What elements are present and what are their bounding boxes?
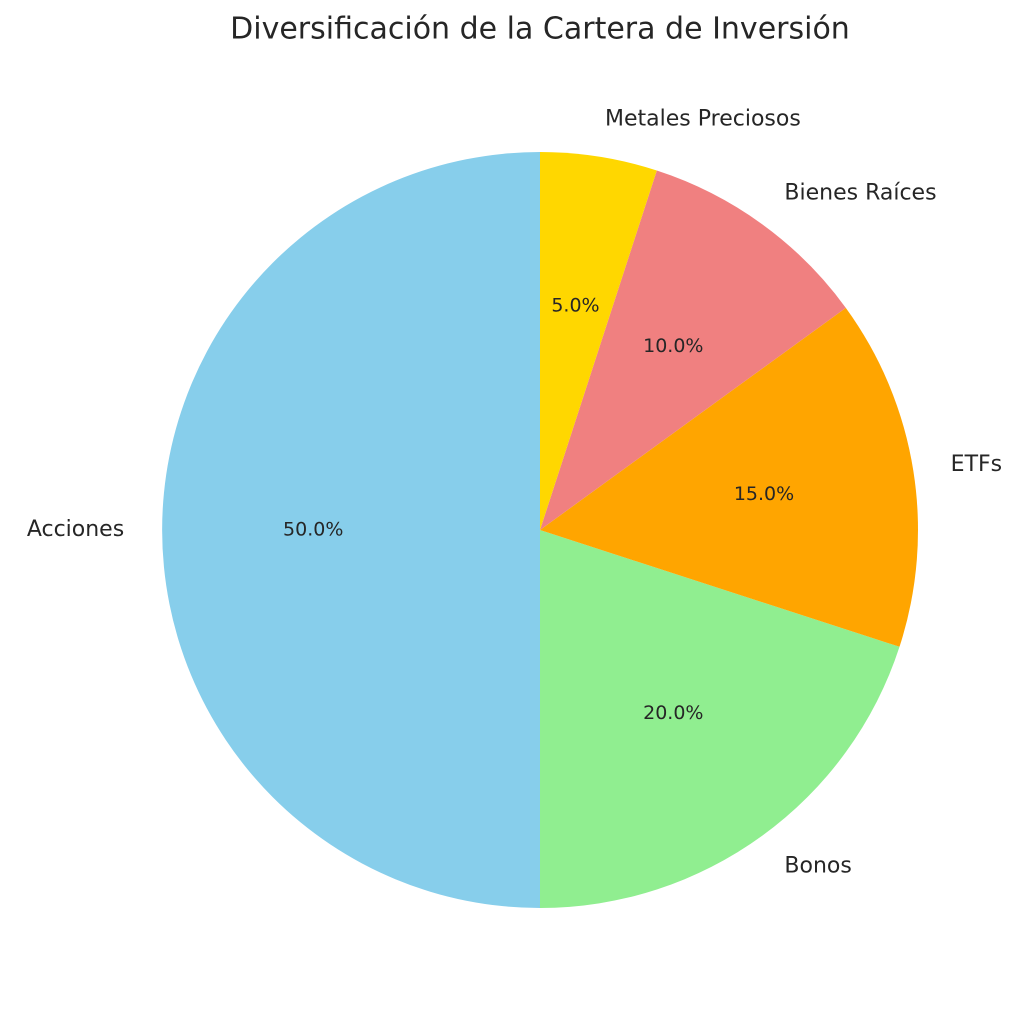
slice-label: Bienes Raíces: [784, 181, 936, 206]
slice-label: Metales Preciosos: [605, 106, 801, 131]
percent-label: 50.0%: [283, 519, 343, 541]
pie-slice: [162, 152, 540, 908]
pie-slice: [540, 530, 900, 908]
slice-label: ETFs: [951, 452, 1002, 477]
percent-label: 15.0%: [734, 483, 794, 505]
slice-label: Bonos: [784, 853, 851, 878]
percent-label: 5.0%: [551, 294, 599, 316]
pie-slice: [540, 170, 846, 530]
percent-label: 10.0%: [643, 335, 703, 357]
chart-title: Diversificación de la Cartera de Inversi…: [230, 12, 850, 47]
slice-label: Acciones: [27, 517, 124, 542]
percent-label: 20.0%: [643, 702, 703, 724]
pie-slice: [540, 307, 918, 647]
pie-slice: [540, 152, 657, 530]
